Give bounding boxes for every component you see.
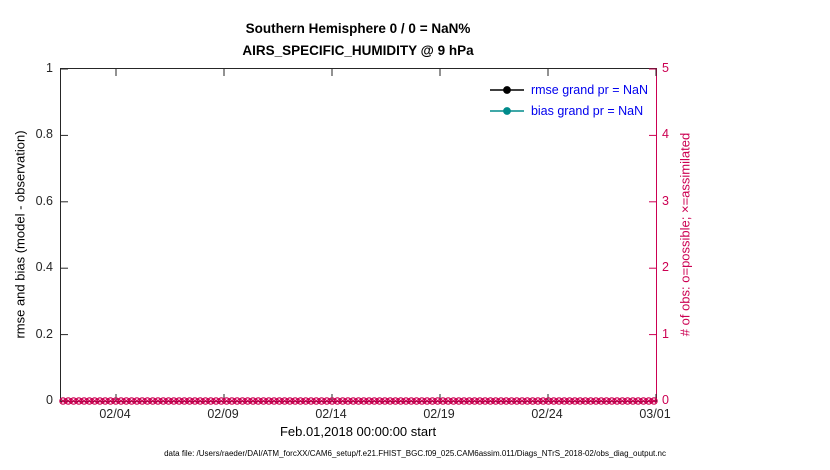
x-tick-label: 02/14 (315, 407, 347, 421)
plot-area: rmse grand pr = NaN bias grand pr = NaN (59, 68, 658, 405)
plot-svg (59, 68, 658, 405)
legend-item-rmse: rmse grand pr = NaN (489, 83, 648, 97)
chart-title-line2: AIRS_SPECIFIC_HUMIDITY @ 9 hPa (242, 43, 474, 58)
rmse-line-marker-icon (489, 86, 524, 94)
y-right-tick-label: 1 (662, 326, 669, 341)
y-left-tick-label: 0.8 (35, 127, 53, 142)
axis-ticks (61, 68, 657, 402)
legend-label-bias: bias grand pr = NaN (530, 104, 644, 118)
bias-line-marker-icon (489, 107, 524, 115)
y-right-tick-label: 0 (662, 393, 669, 407)
y-right-tick-label: 5 (662, 61, 669, 75)
legend-item-bias: bias grand pr = NaN (489, 104, 644, 118)
y-axis-left-label: rmse and bias (model - observation) (12, 130, 28, 339)
y-right-tick-label: 4 (662, 127, 669, 142)
x-tick-label: 02/24 (531, 407, 563, 421)
obs-count-markers (59, 397, 658, 405)
legend-label-rmse: rmse grand pr = NaN (530, 83, 648, 97)
chart-title-line1: Southern Hemisphere 0 / 0 = NaN% (245, 21, 471, 36)
y-right-tick-label: 3 (662, 193, 669, 208)
y-axis-right-label: # of obs: o=possible; ×=assimilated (677, 132, 693, 337)
y-left-tick-label: 0.6 (35, 193, 53, 208)
y-left-tick-label: 0.2 (35, 326, 53, 341)
y-left-tick-label: 0 (46, 393, 53, 407)
data-file-caption: data file: /Users/raeder/DAI/ATM_forcXX/… (164, 449, 666, 458)
y-right-tick-label: 2 (662, 260, 669, 275)
x-tick-label: 03/01 (639, 407, 671, 421)
y-left-tick-label: 1 (46, 61, 53, 75)
x-tick-label: 02/04 (99, 407, 131, 421)
x-axis-label: Feb.01,2018 00:00:00 start (279, 424, 437, 439)
y-left-tick-label: 0.4 (35, 260, 53, 275)
x-tick-label: 02/09 (207, 407, 239, 421)
x-tick-label: 02/19 (423, 407, 455, 421)
legend: rmse grand pr = NaN bias grand pr = NaN (489, 83, 648, 118)
